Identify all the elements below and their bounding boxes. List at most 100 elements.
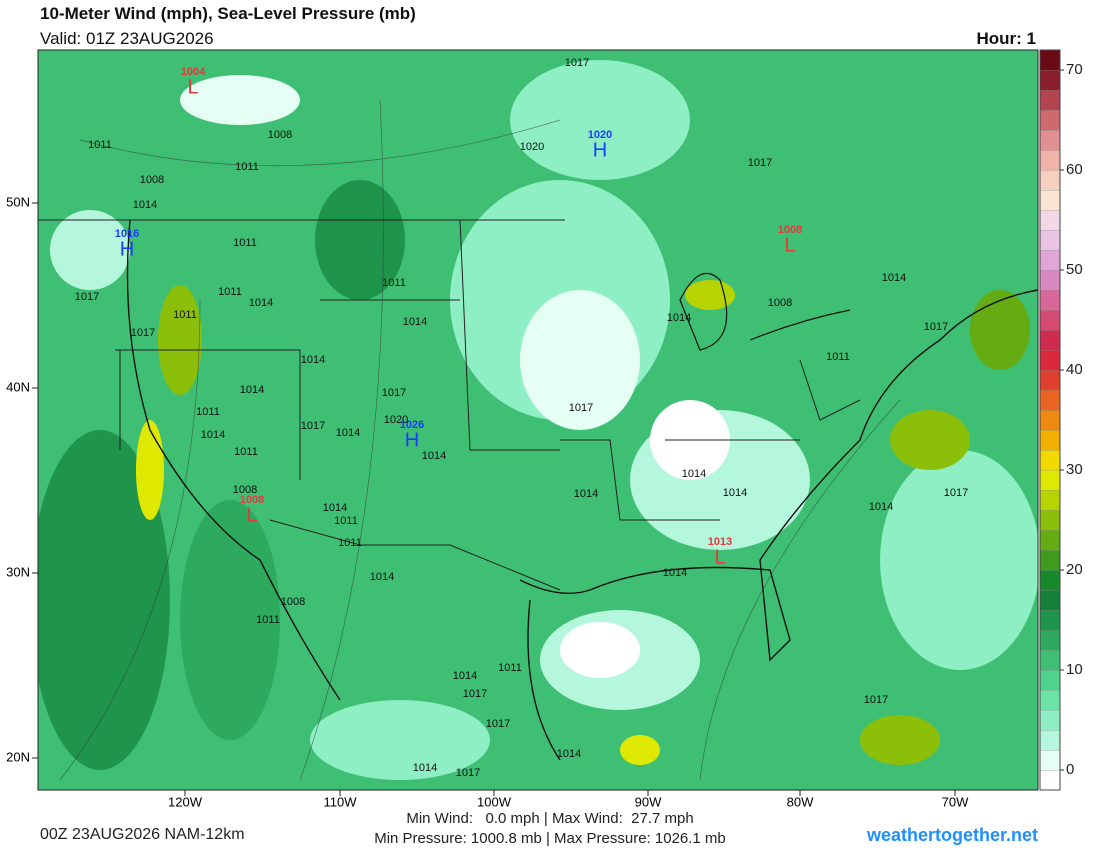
colorbar-swatch [1039,289,1061,311]
colorbar-swatch [1039,189,1061,211]
isobar-label: 1014 [882,272,906,284]
colorbar-swatch [1039,769,1061,791]
isobar-label: 1011 [256,614,280,626]
isobar-label: 1008 [268,129,292,141]
pressure-center-letter: L [187,76,198,98]
lat-label: 30N [6,564,30,579]
lat-label: 20N [6,749,30,764]
colorbar-swatch [1039,169,1061,191]
isobar-label: 1014 [370,571,394,583]
colorbar-tick-label: 10 [1066,661,1083,678]
colorbar-swatch [1039,689,1061,711]
isobar-label: 1014 [403,316,427,328]
pressure-stats: Min Pressure: 1000.8 mb | Max Pressure: … [374,830,726,847]
isobar-label: 1014 [249,297,273,309]
isobar-label: 1017 [569,402,593,414]
colorbar-swatch [1039,509,1061,531]
colorbar-tick-label: 20 [1066,561,1083,578]
pressure-center-value: 1016 [115,228,139,240]
wind-stats: Min Wind: 0.0 mph | Max Wind: 27.7 mph [406,810,694,827]
isobar-label: 1017 [382,387,406,399]
pressure-center-value: 1026 [400,419,424,431]
lat-label: 40N [6,379,30,394]
colorbar-swatch [1039,129,1061,151]
isobar-label: 1017 [131,327,155,339]
colorbar-swatch [1039,409,1061,431]
isobar-label: 1011 [233,237,257,249]
pressure-center-letter: H [593,139,607,161]
lon-label: 100W [477,794,512,809]
colorbar-swatch [1039,389,1061,411]
lon-label: 110W [324,794,358,809]
isobar-label: 1014 [723,487,747,499]
colorbar-swatch [1039,229,1061,251]
isobar-label: 1014 [682,468,706,480]
colorbar-swatch [1039,369,1061,391]
colorbar-swatch [1039,209,1061,231]
isobar-label: 1011 [88,139,112,151]
isobar-label: 1008 [140,174,164,186]
isobar-label: 1017 [456,767,480,779]
colorbar-tick-label: 40 [1066,361,1083,378]
isobar-label: 1014 [574,488,598,500]
isobar-label: 1017 [864,694,888,706]
colorbar-swatch [1039,489,1061,511]
isobar-label: 1011 [338,537,362,549]
isobar-label: 1014 [667,312,691,324]
isobar-label: 1014 [133,199,157,211]
isobar-label: 1014 [422,450,446,462]
isobar-label: 1014 [336,427,360,439]
colorbar-swatch [1039,609,1061,631]
isobar-label: 1011 [498,662,522,674]
isobar-label: 1011 [218,286,242,298]
colorbar-swatch [1039,69,1061,91]
lat-label: 50N [6,194,30,209]
pressure-center-letter: L [246,504,257,526]
isobar-label: 1017 [75,291,99,303]
colorbar-swatch [1039,729,1061,751]
colorbar-swatch [1039,589,1061,611]
isobar-label: 1017 [924,321,948,333]
colorbar-tick-label: 0 [1066,761,1074,778]
isobar-label: 1020 [384,414,408,426]
isobar-label: 1011 [196,406,220,418]
wind-field [38,50,1038,790]
pressure-center-letter: L [784,234,795,256]
colorbar-swatch [1039,429,1061,451]
isobar-label: 1017 [748,157,772,169]
isobar-label: 1017 [486,718,510,730]
colorbar-swatch [1039,49,1061,71]
pressure-center-letter: L [714,546,725,568]
site-link[interactable]: weathertogether.net [866,825,1038,845]
colorbar-swatch [1039,89,1061,111]
lon-label: 80W [787,794,814,809]
isobar-label: 1011 [334,515,358,527]
isobar-label: 1008 [233,484,257,496]
isobar-label: 1014 [413,762,437,774]
isobar-label: 1014 [301,354,325,366]
colorbar-frame [1039,49,1061,791]
isobar-label: 1020 [520,141,544,153]
isobar-label: 1011 [173,309,197,321]
pressure-center-value: 1020 [588,129,612,141]
lon-label: 70W [942,794,969,809]
valid-time: Valid: 01Z 23AUG2026 [40,29,214,48]
colorbar-swatch [1039,269,1061,291]
colorbar-swatch [1039,329,1061,351]
colorbar-swatch [1039,649,1061,671]
colorbar-swatch [1039,249,1061,271]
pressure-center-value: 1013 [708,536,732,548]
lon-label: 120W [168,794,203,809]
isobar-label: 1011 [826,351,850,363]
pressure-center-value: 1008 [778,224,802,236]
colorbar-tick-label: 50 [1066,261,1083,278]
colorbar-swatch [1039,349,1061,371]
isobar-label: 1017 [463,688,487,700]
colorbar-swatch [1039,109,1061,131]
colorbar-swatch [1039,549,1061,571]
colorbar-tick-label: 70 [1066,61,1083,78]
map-frame [37,49,1039,791]
model-run: 00Z 23AUG2026 NAM-12km [40,826,245,843]
